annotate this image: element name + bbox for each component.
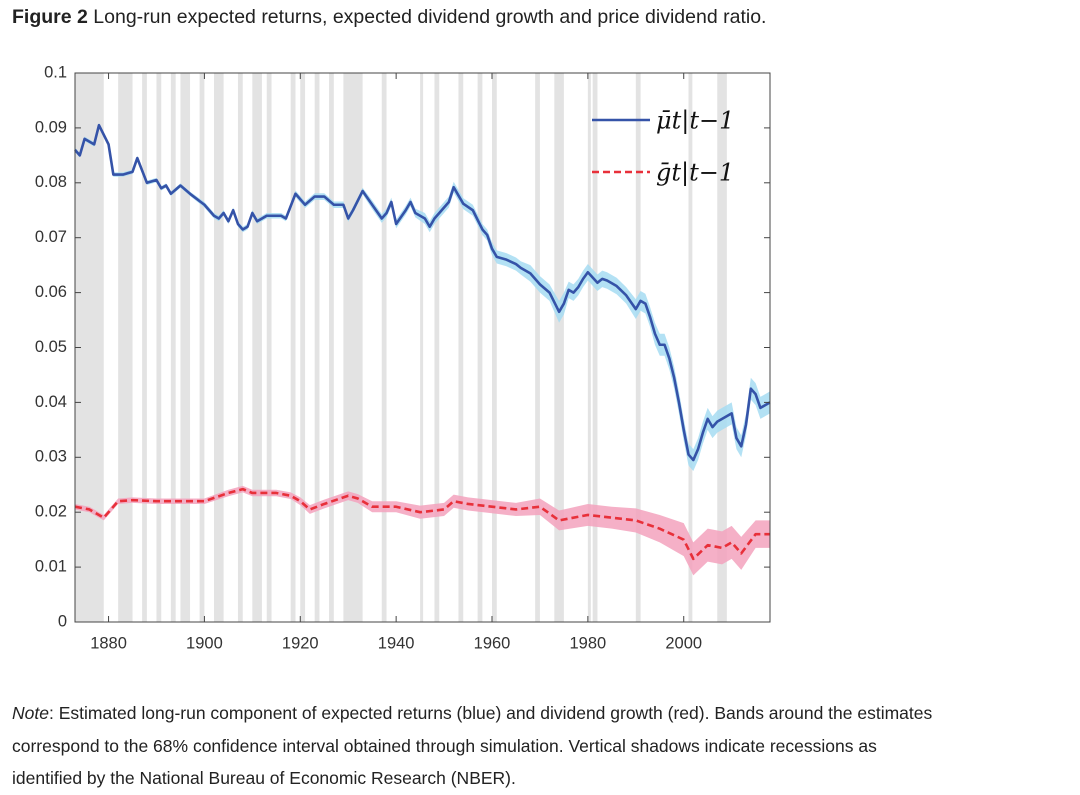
recession-shade: [156, 73, 162, 622]
y-tick-label: 0: [58, 612, 67, 630]
confidence-band: [75, 485, 770, 576]
recession-shade: [290, 73, 296, 622]
recession-shade: [420, 73, 424, 622]
recession-shade: [381, 73, 387, 622]
recession-shade: [142, 73, 147, 622]
note-line: Note: Estimated long-run component of ex…: [12, 697, 932, 730]
x-tick-label: 1980: [570, 634, 607, 652]
recession-shade: [554, 73, 564, 622]
recession-shade: [688, 73, 693, 622]
recession-shade: [492, 73, 497, 622]
x-tick-label: 1880: [90, 634, 127, 652]
chart: 0 0.01 0.02 0.03 0.04 0.05 0.06 0.07 0.08 0.09 0.1…: [35, 63, 771, 652]
x-tick-label: 1900: [186, 634, 223, 652]
recession-shade: [592, 73, 598, 622]
x-tick-label: 2000: [665, 634, 702, 652]
recession-shade: [237, 73, 243, 622]
recession-shade: [300, 73, 306, 622]
recession-shade: [252, 73, 262, 622]
y-tick-label: 0.03: [35, 448, 67, 466]
recession-shade: [180, 73, 191, 622]
figure-title: Figure 2 Long-run expected returns, expe…: [12, 6, 766, 29]
note: Note: Estimated long-run component of ex…: [12, 697, 932, 795]
x-tick-label: 1960: [474, 634, 511, 652]
note-line: identified by the National Bureau of Eco…: [12, 768, 516, 788]
recession-shade: [434, 73, 440, 622]
series-line: [74, 487, 770, 561]
title-text: Long-run expected returns, expected divi…: [93, 6, 767, 28]
y-tick-label: 0.1: [44, 63, 67, 81]
recession-shade: [118, 73, 133, 622]
recession-shade: [170, 73, 176, 622]
recession-shade: [266, 73, 272, 622]
y-tick-label: 0.02: [35, 503, 67, 521]
x-tick-label: 1940: [378, 634, 415, 652]
legend-label: μ̄t|t−1: [656, 107, 734, 136]
y-tick-label: 0.06: [35, 283, 67, 301]
legend-label: ḡt|t−1: [656, 159, 734, 188]
y-tick-label: 0.09: [35, 118, 67, 136]
recession-shade: [329, 73, 334, 622]
note-text: : Estimated long-run component of expect…: [48, 703, 933, 723]
recession-shade: [477, 73, 483, 622]
y-tick-label: 0.04: [35, 393, 67, 411]
recession-shade: [343, 73, 363, 622]
y-tick-label: 0.05: [35, 338, 67, 356]
y-tick-label: 0.08: [35, 173, 67, 191]
x-tick-label: 1920: [282, 634, 319, 652]
recession-shade: [587, 73, 591, 622]
recession-shade: [214, 73, 224, 622]
recession-shade: [314, 73, 320, 622]
recession-shade: [717, 73, 727, 622]
y-tick-label: 0.01: [35, 557, 67, 575]
recession-shade: [199, 73, 205, 622]
recession-shade: [458, 73, 464, 622]
note-label: Note: [12, 703, 49, 723]
recession-shade: [635, 73, 641, 622]
figure-label: Figure 2: [12, 6, 88, 28]
note-line: correspond to the 68% confidence interva…: [12, 735, 877, 756]
series-line: [74, 123, 771, 462]
recession-shade: [535, 73, 540, 622]
y-tick-label: 0.07: [35, 228, 67, 246]
